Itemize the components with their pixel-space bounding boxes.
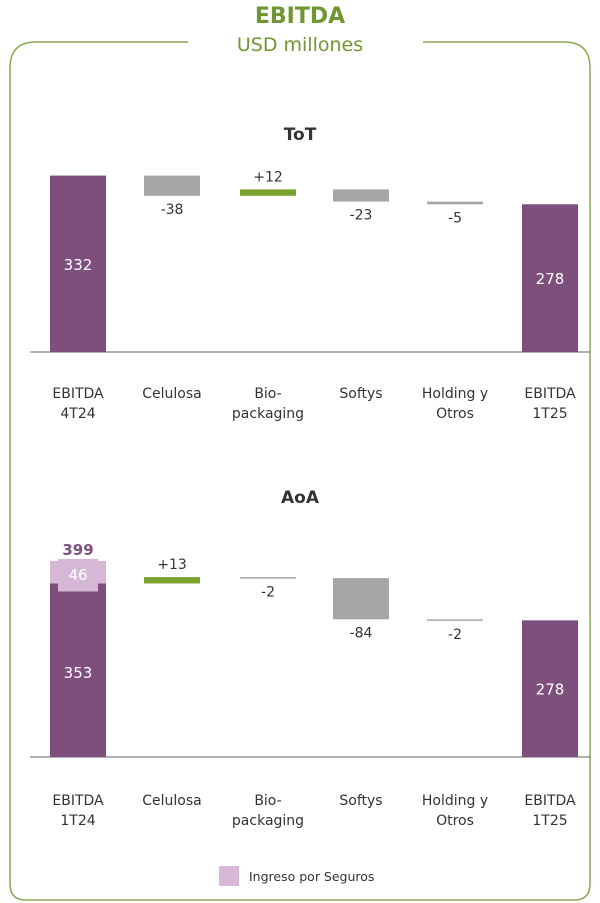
category-label: EBITDA 4T24 bbox=[52, 386, 104, 422]
insurance-total-label: 399 bbox=[62, 541, 93, 559]
category-label-line: packaging bbox=[232, 813, 304, 829]
data-label: +12 bbox=[253, 170, 283, 185]
data-label: 353 bbox=[64, 664, 93, 682]
legend-swatch-insurance bbox=[219, 866, 239, 886]
bar-total bbox=[50, 175, 106, 352]
data-label: -5 bbox=[448, 210, 462, 226]
category-label: Bio-packaging bbox=[232, 386, 304, 422]
legend: Ingreso por Seguros bbox=[219, 865, 374, 887]
bar-decrease bbox=[240, 577, 296, 579]
frame-border-left bbox=[9, 41, 591, 901]
category-label: Holding y Otros bbox=[422, 386, 488, 422]
category-label: Softys bbox=[339, 793, 382, 809]
data-label: 332 bbox=[64, 256, 93, 274]
bar-increase bbox=[144, 577, 200, 584]
data-label: -2 bbox=[261, 585, 275, 601]
page-title: EBITDA bbox=[254, 4, 346, 29]
insurance-data-label: 46 bbox=[68, 566, 87, 584]
bar-total bbox=[522, 620, 578, 757]
bar-total bbox=[522, 204, 578, 352]
category-label-line: packaging bbox=[232, 406, 304, 422]
bar-decrease bbox=[333, 578, 389, 620]
category-label: EBITDA 1T25 bbox=[524, 793, 576, 829]
category-label: EBITDA 1T25 bbox=[524, 386, 576, 422]
bar-decrease bbox=[427, 619, 483, 621]
category-label-line: Softys bbox=[339, 793, 382, 809]
data-label: -84 bbox=[350, 625, 373, 641]
category-label-line: EBITDA bbox=[52, 793, 104, 809]
category-label-line: Celulosa bbox=[142, 386, 201, 402]
data-label: 278 bbox=[536, 681, 565, 699]
category-label-line: EBITDA bbox=[524, 793, 576, 809]
category-label: Celulosa bbox=[142, 793, 201, 809]
category-label-line: 1T25 bbox=[532, 406, 567, 422]
bar-increase bbox=[240, 189, 296, 196]
category-label: Softys bbox=[339, 386, 382, 402]
category-label-line: EBITDA bbox=[52, 386, 104, 402]
category-label-line: Celulosa bbox=[142, 793, 201, 809]
waterfall-chart-tot: 332 -38 +12 -23 -5 278 EBITDA 4T24 Celulosa Bio-p… bbox=[30, 170, 590, 422]
data-label: -23 bbox=[350, 208, 373, 224]
bar-decrease bbox=[333, 189, 389, 202]
category-label: EBITDA 1T24 bbox=[52, 793, 104, 829]
category-label: Bio-packaging bbox=[232, 793, 304, 829]
bar-decrease bbox=[427, 201, 483, 205]
category-label: Celulosa bbox=[142, 386, 201, 402]
category-label-line: Otros bbox=[436, 813, 474, 829]
category-label-line: 1T25 bbox=[532, 813, 567, 829]
page-subtitle: USD millones bbox=[236, 34, 364, 56]
category-label-line: Otros bbox=[436, 406, 474, 422]
category-label-line: Holding y bbox=[422, 793, 488, 809]
data-label: -2 bbox=[448, 627, 462, 643]
insurance-label-box bbox=[58, 558, 98, 592]
bar-total bbox=[50, 583, 106, 757]
category-label-line: 1T24 bbox=[60, 813, 95, 829]
data-label: 278 bbox=[536, 270, 565, 288]
bar-decrease bbox=[144, 175, 200, 196]
data-label: -38 bbox=[161, 202, 184, 218]
category-label-line: 4T24 bbox=[60, 406, 95, 422]
data-label: +13 bbox=[157, 557, 187, 573]
legend-label-insurance: Ingreso por Seguros bbox=[249, 868, 375, 884]
category-label: Holding y Otros bbox=[422, 793, 488, 829]
category-label-line: Bio- bbox=[254, 386, 281, 402]
category-label-line: Bio- bbox=[254, 793, 281, 809]
chart-title-tot: ToT bbox=[283, 125, 317, 145]
category-label-line: Softys bbox=[339, 386, 382, 402]
category-label-line: EBITDA bbox=[524, 386, 576, 402]
chart-title-aoa: AoA bbox=[281, 488, 319, 508]
category-label-line: Holding y bbox=[422, 386, 488, 402]
waterfall-chart-aoa: 353 46 399 +13 -2 -84 -2 278 EBITDA 1T24 Celulosa B… bbox=[30, 541, 590, 829]
